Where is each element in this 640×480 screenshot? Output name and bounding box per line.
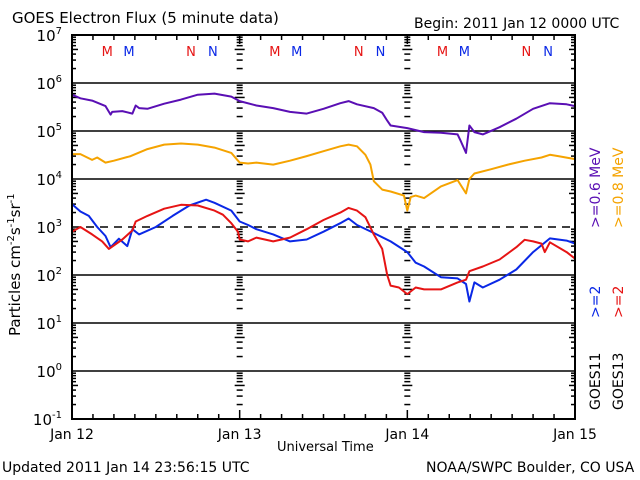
marker-m: M (291, 45, 302, 60)
y-tick-base: 10 (33, 411, 52, 429)
y-tick-label: 10-1 (33, 410, 62, 429)
series-lines (71, 92, 576, 303)
y-tick-exponent: 7 (56, 26, 62, 37)
chart-title: GOES Electron Flux (5 minute data) (12, 9, 279, 27)
y-tick-exponent: 0 (56, 362, 62, 373)
goes11-label: GOES11 (588, 353, 604, 410)
gridlines (72, 82, 575, 372)
goes13-energy-lo: >=2 (611, 285, 627, 318)
marker-n: N (522, 45, 532, 60)
y-tick-base: 10 (37, 27, 56, 45)
y-tick-base: 10 (37, 219, 56, 237)
y-tick-label: 106 (37, 74, 62, 93)
marker-m: M (123, 45, 134, 60)
y-tick-exponent: 1 (56, 314, 62, 325)
y-tick-exponent: 5 (56, 122, 62, 133)
y-tick-exponent: 3 (56, 218, 62, 229)
credit: NOAA/SWPC Boulder, CO USA (426, 460, 635, 476)
y-tick-label: 107 (37, 26, 62, 45)
marker-m: M (437, 45, 448, 60)
y-tick-base: 10 (37, 75, 56, 93)
y-axis-label: Particles cm-2s-1sr-1 (6, 193, 24, 336)
marker-m: M (102, 45, 113, 60)
goes13-energy-label: >=0.8 MeV (611, 148, 627, 228)
y-tick-exponent: -1 (52, 410, 62, 421)
y-tick-exponent: 2 (56, 266, 62, 277)
x-tick-labels: Jan 12 Jan 13 Jan 14 Jan 15 (49, 427, 597, 443)
y-tick-base: 10 (37, 363, 56, 381)
x-tick-label: Jan 14 (384, 427, 429, 443)
x-tick-label: Jan 13 (217, 427, 262, 443)
series-red (71, 203, 576, 296)
y-tick-label: 101 (37, 314, 62, 333)
marker-n: N (186, 45, 196, 60)
series-purple (71, 92, 576, 154)
updated-time: Updated 2011 Jan 14 23:56:15 UTC (2, 460, 250, 476)
marker-n: N (354, 45, 364, 60)
series-blue (71, 198, 576, 303)
marker-m: M (459, 45, 470, 60)
marker-n: N (376, 45, 386, 60)
y-tick-base: 10 (37, 267, 56, 285)
y-tick-exponent: 4 (56, 170, 62, 181)
x-tick-label: Jan 12 (49, 427, 94, 443)
goes11-energy-label: >=0.6 MeV (588, 148, 604, 228)
y-tick-label: 100 (37, 362, 62, 381)
y-tick-label: 102 (37, 266, 62, 285)
marker-n: N (208, 45, 218, 60)
goes11-energy-lo: >=2 (588, 285, 604, 318)
plot-frame (71, 34, 576, 420)
y-tick-label: 103 (37, 218, 62, 237)
y-tick-base: 10 (37, 123, 56, 141)
y-tick-label: 104 (37, 170, 62, 189)
x-tick-label: Jan 15 (552, 427, 597, 443)
series-orange (72, 142, 576, 212)
goes11-energy-hi: >=0.6 MeV (588, 147, 604, 228)
goes13-energy-hi: >=0.8 MeV (611, 147, 627, 228)
marker-m: M (269, 45, 280, 60)
y-tick-base: 10 (37, 315, 56, 333)
y-tick-label: 105 (37, 122, 62, 141)
goes11-energy-lo-label: >=2 (588, 286, 604, 318)
y-axis-label-text: Particles cm-2s-1sr-1 (6, 193, 24, 336)
goes11-text: GOES11 (588, 352, 604, 410)
marker-n: N (543, 45, 553, 60)
goes13-text: GOES13 (611, 352, 627, 410)
begin-time: Begin: 2011 Jan 12 0000 UTC (414, 16, 620, 32)
goes13-energy-lo-label: >=2 (611, 286, 627, 318)
x-axis-label: Universal Time (277, 440, 374, 455)
y-tick-base: 10 (37, 171, 56, 189)
y-tick-exponent: 6 (56, 74, 62, 85)
goes13-label: GOES13 (611, 353, 627, 410)
